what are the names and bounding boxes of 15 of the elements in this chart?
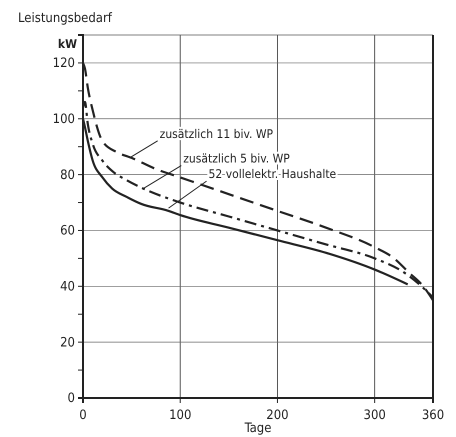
y-tick-label: 100 — [52, 112, 75, 127]
y-axis-title: Leistungsbedarf — [18, 11, 113, 26]
y-tick-label: 0 — [68, 391, 75, 406]
x-axis-title: Tage — [244, 421, 272, 436]
x-tick-label: 200 — [266, 408, 289, 423]
y-tick-label: 40 — [60, 279, 75, 294]
y-tick-label: 60 — [60, 224, 75, 239]
x-tick-label: 300 — [364, 408, 386, 423]
x-tick-label: 360 — [422, 408, 444, 423]
text: kW — [58, 37, 78, 51]
y-tick-label: 20 — [60, 335, 75, 350]
y-tick-label: 80 — [60, 168, 75, 183]
x-tick-label: 100 — [169, 408, 192, 423]
x-tick-label: 0 — [79, 408, 87, 423]
y-tick-label: 120 — [52, 56, 75, 72]
